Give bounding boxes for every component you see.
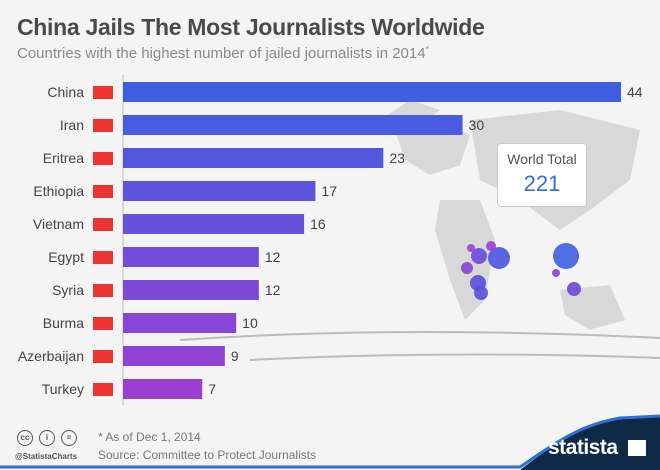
map-bubble xyxy=(471,248,487,264)
category-label: China xyxy=(47,84,84,100)
category-label: Burma xyxy=(43,315,84,331)
value-label: 12 xyxy=(265,249,281,265)
flag-icon xyxy=(93,185,113,198)
bar xyxy=(123,115,463,135)
statista-logo[interactable]: statista xyxy=(548,436,618,459)
cc-icon: cc xyxy=(17,430,33,446)
value-label: 17 xyxy=(321,183,337,199)
source: Source: Committee to Protect Journalists xyxy=(98,448,317,462)
barbed-wire xyxy=(179,330,660,341)
flag-icon xyxy=(93,251,113,264)
map-bubble xyxy=(567,282,581,296)
map-bubble xyxy=(553,243,579,269)
map-bubble xyxy=(488,247,510,269)
flag-icon xyxy=(93,119,113,132)
chart-title: China Jails The Most Journalists Worldwi… xyxy=(17,14,485,40)
map-bubble xyxy=(461,262,473,274)
chart-subtitle: Countries with the highest number of jai… xyxy=(17,45,429,62)
subtitle-mark: * xyxy=(425,45,429,54)
flag-icon xyxy=(93,218,113,231)
world-total-label: World Total xyxy=(507,151,577,167)
category-label: Vietnam xyxy=(33,216,84,232)
bar xyxy=(123,82,621,102)
flag-icon xyxy=(93,317,113,330)
bar xyxy=(123,181,316,201)
value-label: 10 xyxy=(242,315,258,331)
barbed-wire xyxy=(249,353,660,361)
category-label: Ethiopia xyxy=(33,183,84,199)
nd-icon: = xyxy=(61,430,77,446)
map-bubble xyxy=(474,286,488,300)
bar xyxy=(123,280,259,300)
world-total-value: 221 xyxy=(523,171,561,196)
map-bubble xyxy=(552,269,560,277)
bar xyxy=(123,313,237,333)
value-label: 9 xyxy=(231,348,239,364)
bar xyxy=(123,247,259,267)
value-label: 7 xyxy=(208,381,216,397)
flag-icon xyxy=(93,284,113,297)
by-icon: i xyxy=(39,430,55,446)
bar-chart: China 44 Iran 30 Eritrea 23 Ethiopia 17 Vietnam 1… xyxy=(18,75,660,405)
category-label: Syria xyxy=(52,282,84,298)
flag-icon xyxy=(93,383,113,396)
flag-icon xyxy=(93,350,113,363)
flag-icon xyxy=(93,152,113,165)
statista-logo-icon xyxy=(628,440,646,456)
flag-icon xyxy=(93,86,113,99)
bar xyxy=(123,214,305,234)
value-label: 16 xyxy=(310,216,326,232)
value-label: 30 xyxy=(469,117,485,133)
bar xyxy=(123,148,384,168)
value-label: 44 xyxy=(627,84,643,100)
footnote: * As of Dec 1, 2014 xyxy=(98,430,201,444)
bar xyxy=(123,379,203,399)
subtitle-text: Countries with the highest number of jai… xyxy=(17,45,426,62)
value-label: 23 xyxy=(389,150,405,166)
twitter-handle[interactable]: @StatistaCharts xyxy=(15,452,78,461)
category-label: Iran xyxy=(60,117,84,133)
value-label: 12 xyxy=(265,282,281,298)
category-label: Eritrea xyxy=(43,150,84,166)
map-bubble xyxy=(486,241,496,251)
category-label: Turkey xyxy=(42,381,84,397)
bar xyxy=(123,346,225,366)
category-label: Azerbaijan xyxy=(18,348,84,364)
category-label: Egypt xyxy=(48,249,84,265)
map-bubble xyxy=(467,244,475,252)
world-total-box: World Total 221 xyxy=(497,143,587,207)
